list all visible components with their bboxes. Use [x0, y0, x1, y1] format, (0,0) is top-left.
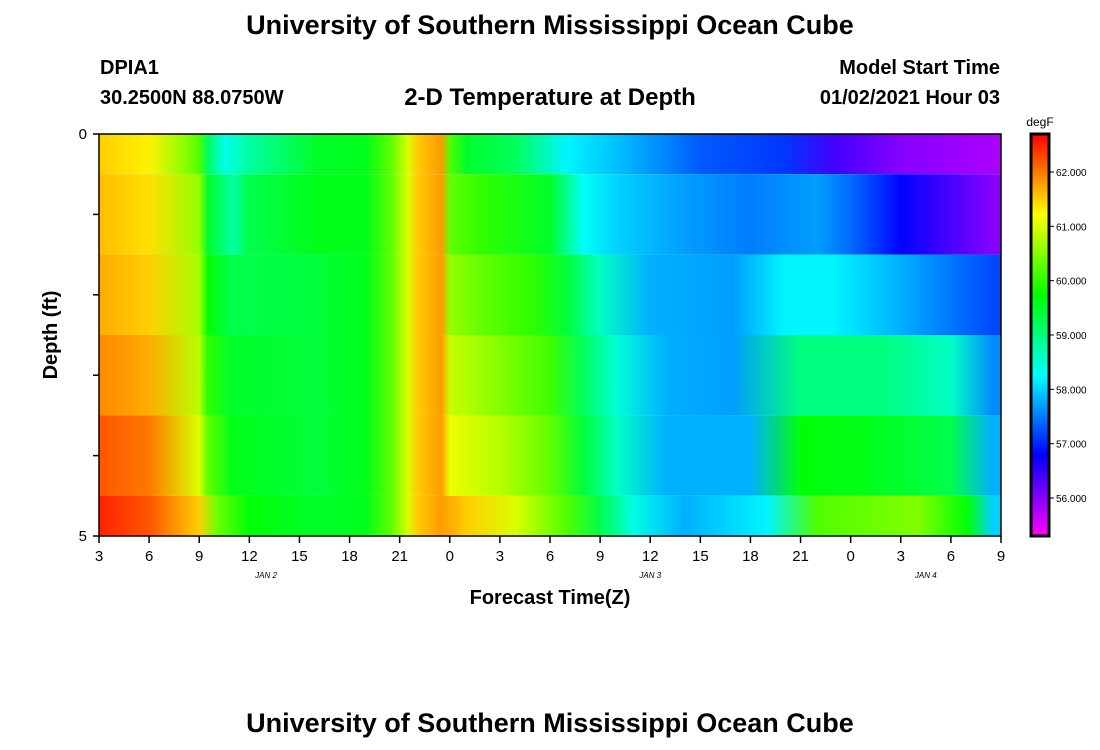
colorbar-scale: [1029, 132, 1051, 538]
x-tick-label: 18: [742, 548, 759, 565]
colorbar-tick-label: 58.000: [1056, 385, 1087, 396]
depth-layer-2: [99, 254, 1001, 335]
x-tick-label: 9: [596, 548, 604, 565]
x-tick-label: 12: [241, 548, 258, 565]
colorbar: degF 56.000 57.000 58.000 59.000 60.000 61.000…: [1026, 115, 1087, 538]
x-tick-label: 15: [291, 548, 308, 565]
x-tick-label: 9: [195, 548, 203, 565]
depth-layer-1: [99, 174, 1001, 255]
x-tick-label: 3: [95, 548, 103, 565]
x-tick-label: 6: [947, 548, 955, 565]
x-tick-label: 18: [341, 548, 358, 565]
colorbar-tick-label: 56.000: [1056, 494, 1087, 505]
plot-title: 2-D Temperature at Depth: [404, 84, 696, 111]
model-start-time: 01/02/2021 Hour 03: [819, 87, 1000, 109]
colorbar-tick-label: 61.000: [1056, 222, 1087, 233]
y-tick-label: 5: [79, 528, 87, 545]
depth-layer-5: [99, 495, 1001, 536]
x-tick-label: 0: [846, 548, 854, 565]
footer-title: University of Southern Mississippi Ocean…: [246, 708, 854, 738]
x-tick-label: 0: [446, 548, 454, 565]
date-label: JAN 2: [254, 571, 277, 580]
colorbar-unit: degF: [1026, 115, 1053, 129]
colorbar-tick-label: 60.000: [1056, 277, 1087, 288]
y-axis-label: Depth (ft): [40, 291, 62, 380]
depth-layer-0: [99, 134, 1001, 175]
temperature-heatmap-chart: 3 6 9 12 15 18 21 0 3 6 9 12 15 18 21 0 3 6 9 JAN 2 JAN 3 JAN…: [40, 115, 1087, 609]
model-start-label: Model Start Time: [839, 57, 1000, 79]
x-tick-label: 9: [997, 548, 1005, 565]
x-axis: 3 6 9 12 15 18 21 0 3 6 9 12 15 18 21 0 3 6 9 JAN 2 JAN 3 JAN…: [95, 536, 1005, 580]
y-tick-label: 0: [79, 126, 87, 143]
x-tick-label: 21: [792, 548, 809, 565]
station-coordinates: 30.2500N 88.0750W: [100, 87, 284, 109]
depth-layer-3: [99, 335, 1001, 416]
colorbar-tick-label: 59.000: [1056, 331, 1087, 342]
x-tick-label: 3: [897, 548, 905, 565]
depth-layer-4: [99, 415, 1001, 496]
x-tick-label: 6: [546, 548, 554, 565]
x-tick-label: 12: [642, 548, 659, 565]
colorbar-tick-label: 57.000: [1056, 440, 1087, 451]
page-title: University of Southern Mississippi Ocean…: [246, 10, 854, 40]
x-tick-label: 15: [692, 548, 709, 565]
x-tick-label: 6: [145, 548, 153, 565]
y-axis: 05: [79, 126, 99, 545]
colorbar-tick-label: 62.000: [1056, 168, 1087, 179]
date-label: JAN 4: [914, 571, 937, 580]
heatmap-layers: [99, 134, 1001, 536]
date-label: JAN 3: [638, 571, 661, 580]
x-tick-label: 21: [391, 548, 408, 565]
x-axis-label: Forecast Time(Z): [470, 587, 631, 609]
station-id: DPIA1: [100, 57, 159, 79]
x-tick-label: 3: [496, 548, 504, 565]
